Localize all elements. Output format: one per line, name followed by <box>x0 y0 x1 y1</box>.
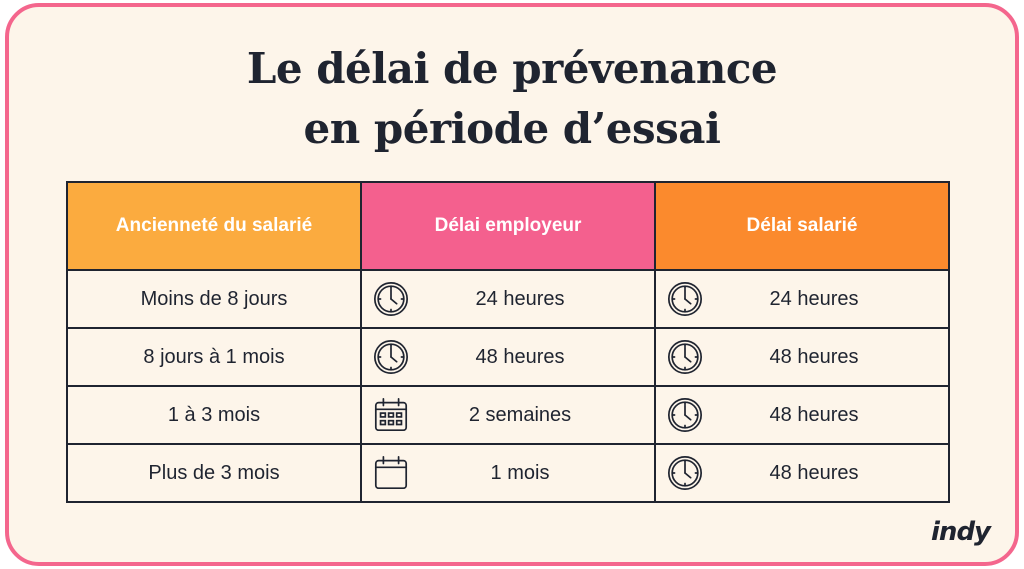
title-line-2: en période d’essai <box>303 104 721 153</box>
header-delai-employeur: Délai employeur <box>360 181 656 271</box>
table-row: 1 à 3 mois 2 semaines 48 heures <box>66 385 950 445</box>
cell-anciennete: 8 jours à 1 mois <box>66 327 362 387</box>
cell-value: 2 semaines <box>468 403 572 426</box>
indy-logo: indy <box>931 517 991 547</box>
cell-value: 24 heures <box>769 287 859 310</box>
table-row: Plus de 3 mois 1 mois 48 heures <box>66 443 950 503</box>
cell-value: 48 heures <box>769 345 859 368</box>
calendar-icon <box>372 454 410 492</box>
clock-icon <box>666 454 704 492</box>
clock-icon <box>666 338 704 376</box>
cell-delai-employeur: 1 mois <box>360 443 656 503</box>
cell-delai-salarie: 48 heures <box>654 385 950 445</box>
notice-period-table: Ancienneté du salarié Délai employeur Dé… <box>66 181 950 503</box>
cell-anciennete: Plus de 3 mois <box>66 443 362 503</box>
cell-anciennete: 1 à 3 mois <box>66 385 362 445</box>
clock-icon <box>666 280 704 318</box>
cell-delai-employeur: 48 heures <box>360 327 656 387</box>
cell-value: 48 heures <box>769 403 859 426</box>
clock-icon <box>666 396 704 434</box>
cell-anciennete: Moins de 8 jours <box>66 269 362 329</box>
cell-value: 48 heures <box>475 345 565 368</box>
calendar-grid-icon <box>372 396 410 434</box>
cell-value: 24 heures <box>475 287 565 310</box>
cell-delai-salarie: 24 heures <box>654 269 950 329</box>
title-line-1: Le délai de prévenance <box>246 44 778 93</box>
cell-value: 48 heures <box>769 461 859 484</box>
table-row: Moins de 8 jours 24 heures 24 heures <box>66 269 950 329</box>
page-title: Le délai de prévenance en période d’essa… <box>9 39 1015 159</box>
cell-delai-salarie: 48 heures <box>654 443 950 503</box>
clock-icon <box>372 280 410 318</box>
header-delai-salarie: Délai salarié <box>654 181 950 271</box>
clock-icon <box>372 338 410 376</box>
cell-delai-salarie: 48 heures <box>654 327 950 387</box>
cell-delai-employeur: 24 heures <box>360 269 656 329</box>
header-anciennete: Ancienneté du salarié <box>66 181 362 271</box>
table-header-row: Ancienneté du salarié Délai employeur Dé… <box>66 181 950 271</box>
table-row: 8 jours à 1 mois 48 heures 48 heures <box>66 327 950 387</box>
cell-value: 1 mois <box>490 461 550 484</box>
cell-delai-employeur: 2 semaines <box>360 385 656 445</box>
